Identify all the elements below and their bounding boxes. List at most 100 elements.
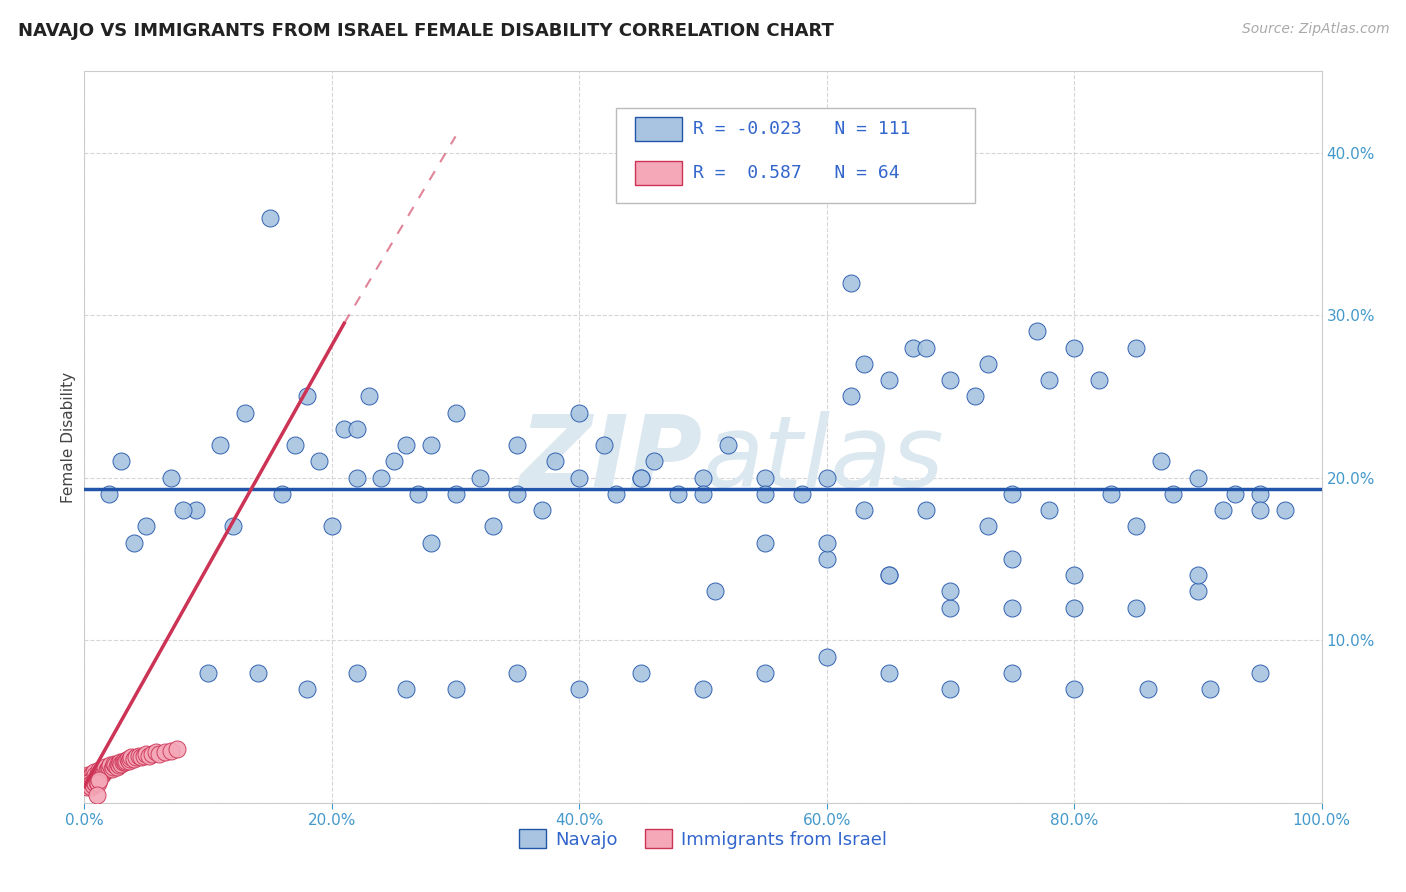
Point: [914, 341, 936, 355]
Point: [346, 422, 368, 436]
Y-axis label: Female Disability: Female Disability: [60, 371, 76, 503]
Point: [89, 764, 111, 779]
Point: [108, 758, 131, 772]
Point: [321, 519, 343, 533]
Point: [93, 764, 115, 779]
Point: [271, 487, 294, 501]
Point: [107, 756, 129, 771]
Point: [877, 373, 900, 387]
Point: [531, 503, 554, 517]
Point: [197, 665, 219, 680]
Point: [506, 665, 529, 680]
Point: [1125, 600, 1147, 615]
Point: [481, 519, 503, 533]
Point: [1063, 600, 1085, 615]
Point: [1125, 341, 1147, 355]
Point: [1099, 487, 1122, 501]
Point: [308, 454, 330, 468]
Point: [568, 471, 591, 485]
Point: [841, 389, 863, 403]
Point: [104, 758, 127, 772]
Legend: Navajo, Immigrants from Israel: Navajo, Immigrants from Israel: [512, 822, 894, 856]
Point: [939, 373, 962, 387]
FancyBboxPatch shape: [636, 161, 682, 185]
Point: [129, 750, 152, 764]
Point: [122, 535, 145, 549]
Point: [1001, 487, 1024, 501]
Point: [110, 755, 132, 769]
Point: [395, 681, 418, 696]
Point: [976, 519, 998, 533]
Point: [815, 535, 838, 549]
Point: [135, 747, 157, 761]
Point: [1063, 341, 1085, 355]
Point: [90, 768, 112, 782]
Point: [470, 471, 492, 485]
Point: [408, 487, 430, 501]
Point: [939, 681, 962, 696]
Point: [543, 454, 565, 468]
Point: [77, 768, 100, 782]
Point: [80, 776, 103, 790]
Point: [643, 454, 665, 468]
Point: [79, 770, 101, 784]
Point: [160, 744, 183, 758]
Point: [1125, 519, 1147, 533]
Point: [120, 750, 142, 764]
Point: [222, 519, 245, 533]
Point: [80, 766, 103, 780]
Point: [815, 178, 838, 193]
Point: [1249, 487, 1271, 501]
Point: [84, 776, 107, 790]
Point: [89, 764, 111, 778]
Point: [111, 755, 134, 769]
Point: [1038, 503, 1060, 517]
Point: [83, 774, 105, 789]
Point: [128, 748, 150, 763]
Point: [333, 422, 356, 436]
Point: [346, 665, 368, 680]
Point: [1063, 681, 1085, 696]
Point: [1001, 552, 1024, 566]
Point: [815, 649, 838, 664]
Point: [1249, 503, 1271, 517]
Point: [1187, 584, 1209, 599]
Point: [118, 754, 141, 768]
Point: [666, 487, 689, 501]
Point: [1088, 373, 1111, 387]
Point: [110, 454, 132, 468]
Point: [605, 487, 627, 501]
Point: [1187, 471, 1209, 485]
Point: [877, 568, 900, 582]
Point: [877, 568, 900, 582]
Point: [939, 584, 962, 599]
Point: [1001, 665, 1024, 680]
Point: [754, 535, 776, 549]
Point: [692, 487, 714, 501]
Point: [77, 776, 100, 790]
Point: [259, 211, 281, 225]
Point: [120, 752, 142, 766]
Point: [100, 762, 122, 776]
Text: atlas: atlas: [703, 410, 945, 508]
Point: [110, 756, 132, 771]
Point: [939, 600, 962, 615]
Point: [382, 454, 405, 468]
Text: R = -0.023   N = 111: R = -0.023 N = 111: [693, 120, 911, 138]
Point: [1137, 681, 1160, 696]
Point: [692, 681, 714, 696]
Point: [877, 665, 900, 680]
Point: [103, 756, 125, 771]
Point: [1274, 503, 1296, 517]
Point: [444, 487, 467, 501]
Point: [135, 519, 157, 533]
Text: ZIP: ZIP: [520, 410, 703, 508]
Point: [184, 503, 207, 517]
Point: [86, 770, 108, 784]
Point: [145, 746, 167, 760]
Point: [112, 754, 135, 768]
Point: [114, 755, 136, 769]
Point: [852, 357, 875, 371]
Point: [246, 665, 269, 680]
Point: [76, 780, 98, 794]
